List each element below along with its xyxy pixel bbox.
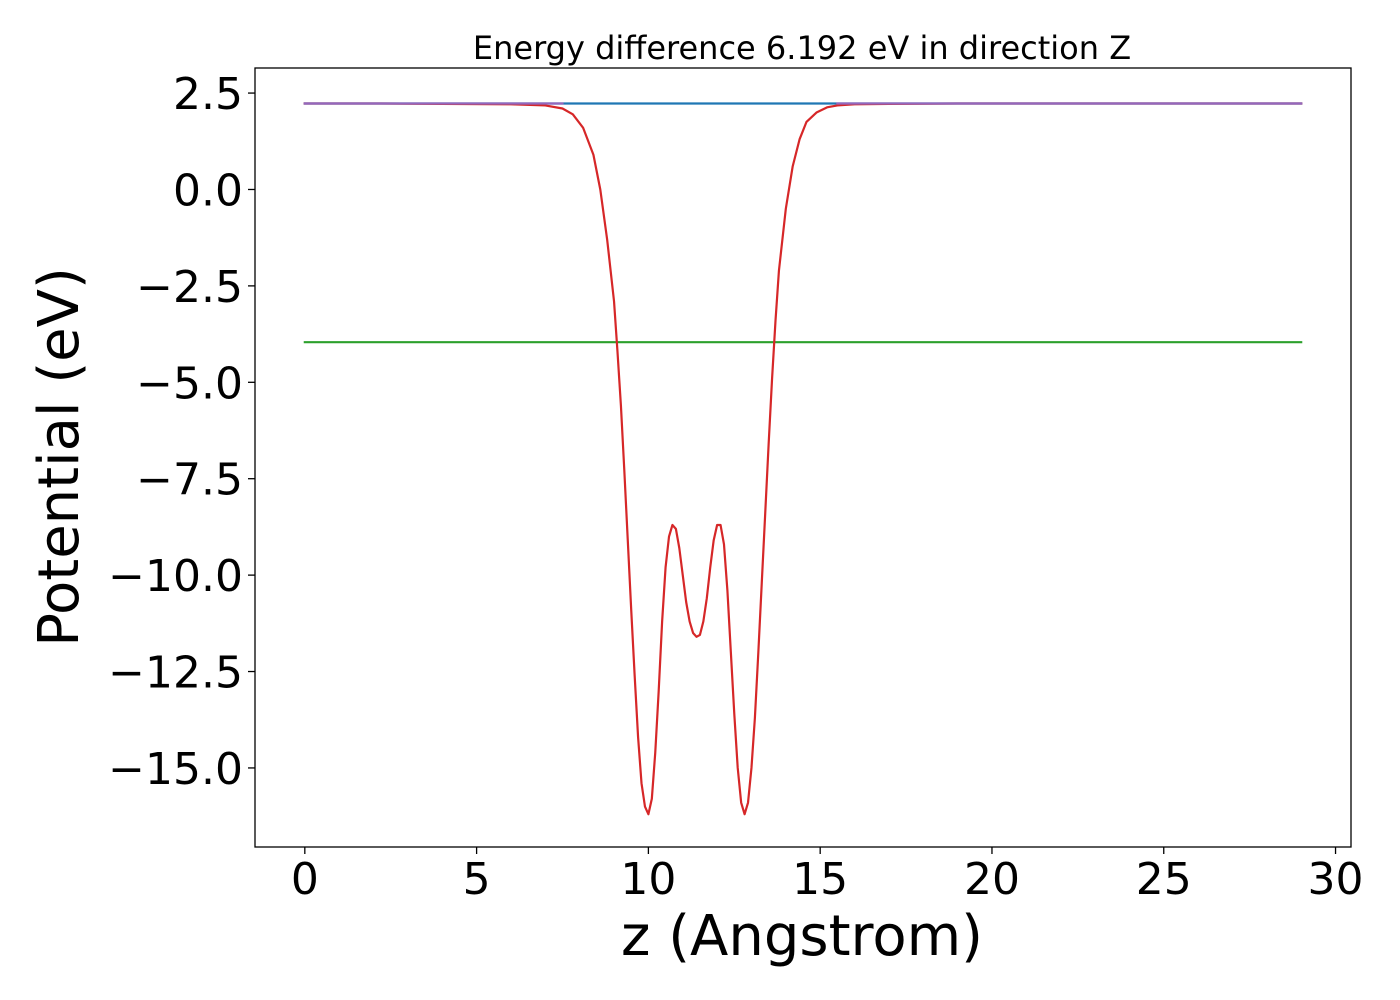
x-tick-label: 0 xyxy=(291,854,319,905)
y-tick-label: −10.0 xyxy=(108,551,243,602)
y-axis-label: Potential (eV) xyxy=(27,267,92,647)
y-tick-label: 2.5 xyxy=(173,69,243,120)
y-tick-label: −7.5 xyxy=(136,455,243,506)
axes-frame xyxy=(254,67,1352,848)
x-tick-label: 15 xyxy=(792,854,848,905)
series-line-2 xyxy=(303,102,1303,816)
y-tick-label: −2.5 xyxy=(136,262,243,313)
y-tick-label: −15.0 xyxy=(108,744,243,795)
x-tick-label: 10 xyxy=(620,854,676,905)
x-tick-label: 30 xyxy=(1308,854,1364,905)
x-tick-label: 25 xyxy=(1136,854,1192,905)
y-tick-label: −5.0 xyxy=(136,358,243,409)
x-tick-label: 20 xyxy=(964,854,1020,905)
x-axis-label: z (Angstrom) xyxy=(621,904,983,969)
chart-title: Energy difference 6.192 eV in direction … xyxy=(473,29,1131,67)
x-tick-label: 5 xyxy=(463,854,491,905)
y-tick-label: −12.5 xyxy=(108,648,243,699)
plot-area: 0 5 10 15 20 25 30 2.5 0.0 −2.5 −5.0 −7.5 −10.0 −12.5… xyxy=(108,67,1364,905)
y-tick-label: 0.0 xyxy=(173,165,243,216)
